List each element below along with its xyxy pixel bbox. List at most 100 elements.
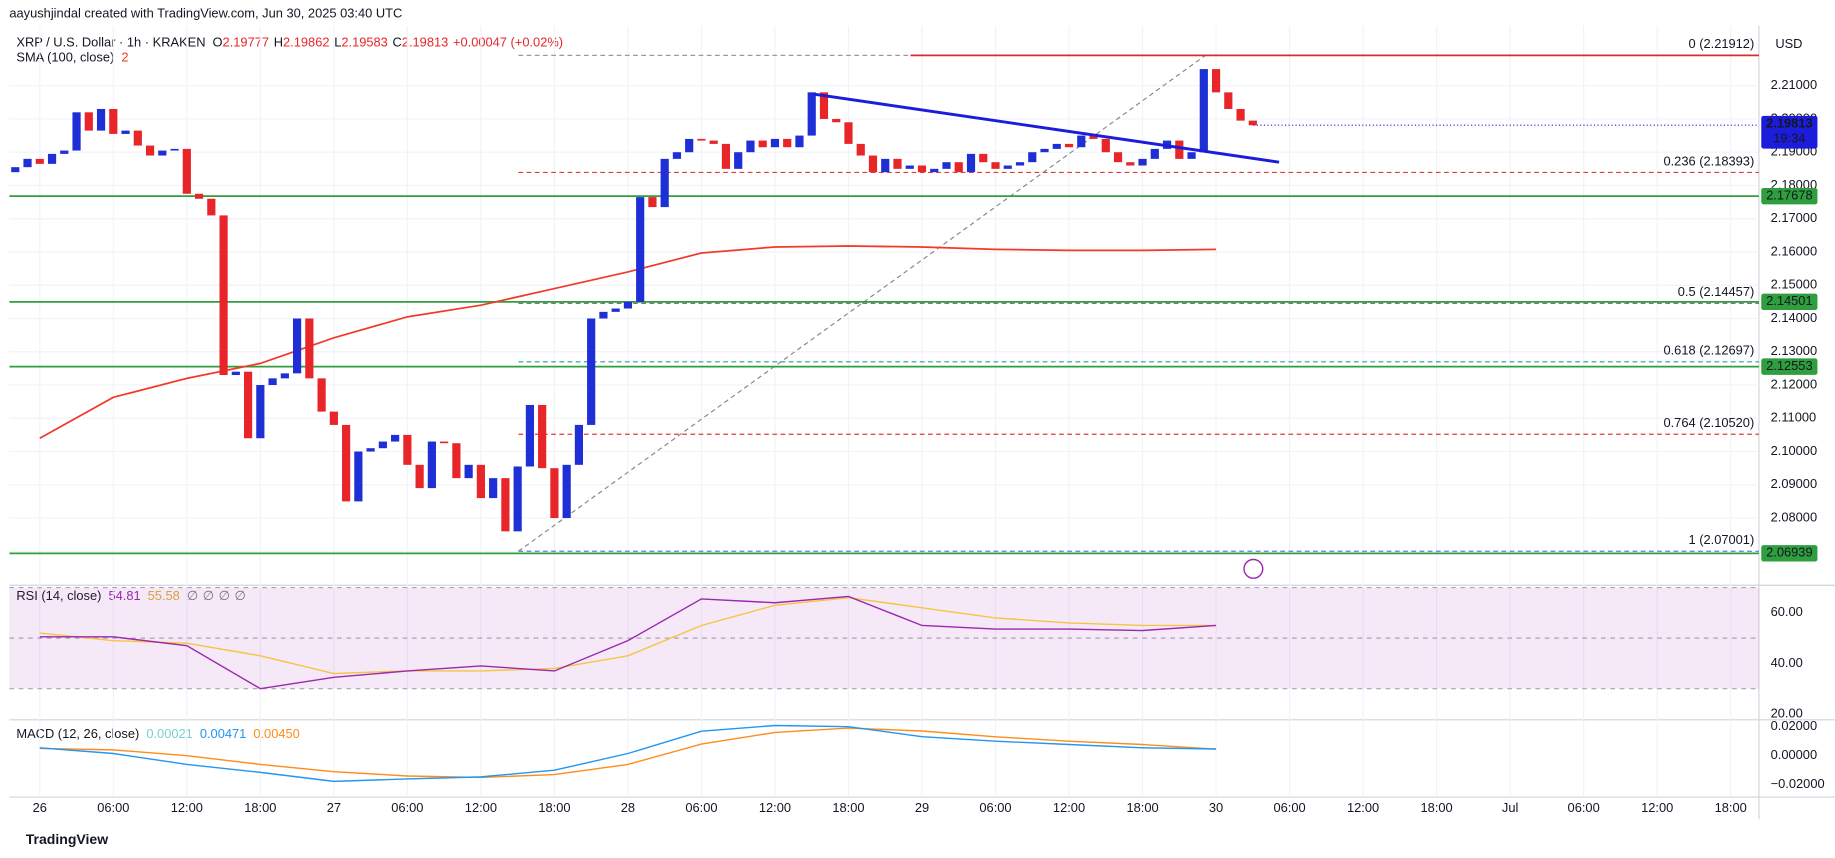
candle [329,411,338,425]
last-price-label: 2.19813 [1766,115,1812,130]
y-tick-label: 2.08000 [1771,509,1817,524]
candle [1028,152,1037,163]
candle [1015,162,1025,166]
candle [305,318,314,379]
sma-legend-row: SMA (100, close) 2 [16,50,128,65]
x-tick-label: 12:00 [1053,800,1085,815]
byline: aayushjindal created with TradingView.co… [9,6,402,21]
last-price-box [1761,115,1818,149]
candle [1138,158,1147,166]
candle [96,108,106,131]
rsi-legend-value: ∅ [235,588,246,603]
ohlc-value: 2.19813 [402,35,448,50]
y-tick-label: 2.10000 [1771,443,1817,458]
x-tick-label: 06:00 [1273,800,1305,815]
candle [47,153,57,164]
candle [403,434,412,465]
candle [60,150,69,154]
candle [807,92,816,136]
candle [427,441,436,489]
macd-legend-value: 0.00471 [200,726,246,741]
macd-legend-row: MACD (12, 26, close) 0.00021 0.00471 0.0045… [16,726,299,741]
rsi-legend-value: ∅ [203,588,214,603]
x-tick-label: 18:00 [1126,800,1158,815]
ohlc-value: 2.19862 [283,35,329,50]
candle [672,152,682,159]
candle [366,448,375,452]
candle [11,167,20,173]
level-label: 2.14501 [1766,293,1812,308]
legend-row: XRP / U.S. Dollar · 1h · KRAKEN O2.19777 H… [16,35,563,50]
candle [758,140,767,148]
y-tick-label: 2.15000 [1771,277,1817,292]
x-tick-label: 12:00 [1347,800,1379,815]
ohlc-key: L [334,35,341,50]
ohlc-key: C [393,35,402,50]
candle [709,140,718,144]
macd-legend: MACD (12, 26, close) [16,726,139,741]
candle [109,108,118,134]
y-tick-label: 2.16000 [1771,243,1817,258]
candle [219,215,228,376]
level-box [1761,545,1818,562]
candle [342,424,351,502]
fib-label: 0.5 (2.14457) [1678,284,1754,299]
rsi-line [39,596,1217,675]
alert-icon[interactable] [1243,558,1264,579]
level-box [1761,187,1818,205]
symbol: XRP / U.S. Dollar · 1h · KRAKEN [16,35,205,50]
candle [1101,138,1110,153]
ohlc-key: O [213,35,223,50]
candle [648,197,657,208]
x-tick-label: 27 [327,800,341,815]
footer-brand: TradingView [26,831,108,847]
candle [513,466,522,532]
candle [587,318,596,425]
candle [905,165,914,169]
macd-legend-value: 0.00021 [146,726,192,741]
candle [293,318,302,374]
rsi-legend-value: ∅ [219,588,230,603]
candle [795,135,804,148]
candle [1052,143,1061,149]
candle [1199,69,1208,153]
candle [194,193,204,199]
trendline [813,92,1280,164]
candle [256,385,265,439]
x-tick-label: 29 [915,800,929,815]
candle [170,148,179,151]
x-tick-label: 06:00 [979,800,1011,815]
x-tick-label: 28 [621,800,635,815]
macd-line [39,724,1217,783]
fib-label: 0.618 (2.12697) [1663,343,1754,358]
x-tick-label: 18:00 [244,800,276,815]
candle [378,441,387,449]
candle [243,371,253,439]
candle [832,118,841,123]
x-tick-label: 12:00 [171,800,203,815]
candle [660,158,669,208]
candle [599,311,608,319]
rsi-legend-value: ∅ [187,588,198,603]
candle [1126,162,1135,166]
candle [1175,140,1184,159]
level-label: 2.06939 [1766,545,1812,560]
countdown: 19:34 [1773,131,1805,146]
ohlc-value: 2.19777 [223,35,269,50]
candle [979,153,988,163]
x-tick-label: 26 [33,800,47,815]
candle [84,112,93,131]
candle [23,158,32,168]
x-tick-label: 30 [1209,800,1223,815]
candle [636,197,645,302]
candle [1040,148,1049,153]
level-box [1761,293,1818,311]
candle [158,150,167,156]
fib-label: 0 (2.21912) [1688,36,1754,51]
candle [35,158,44,164]
candle [268,378,277,386]
rsi-legend-value: 55.58 [148,588,180,603]
candle [562,464,571,519]
sma-legend-value: 2 [121,50,128,65]
